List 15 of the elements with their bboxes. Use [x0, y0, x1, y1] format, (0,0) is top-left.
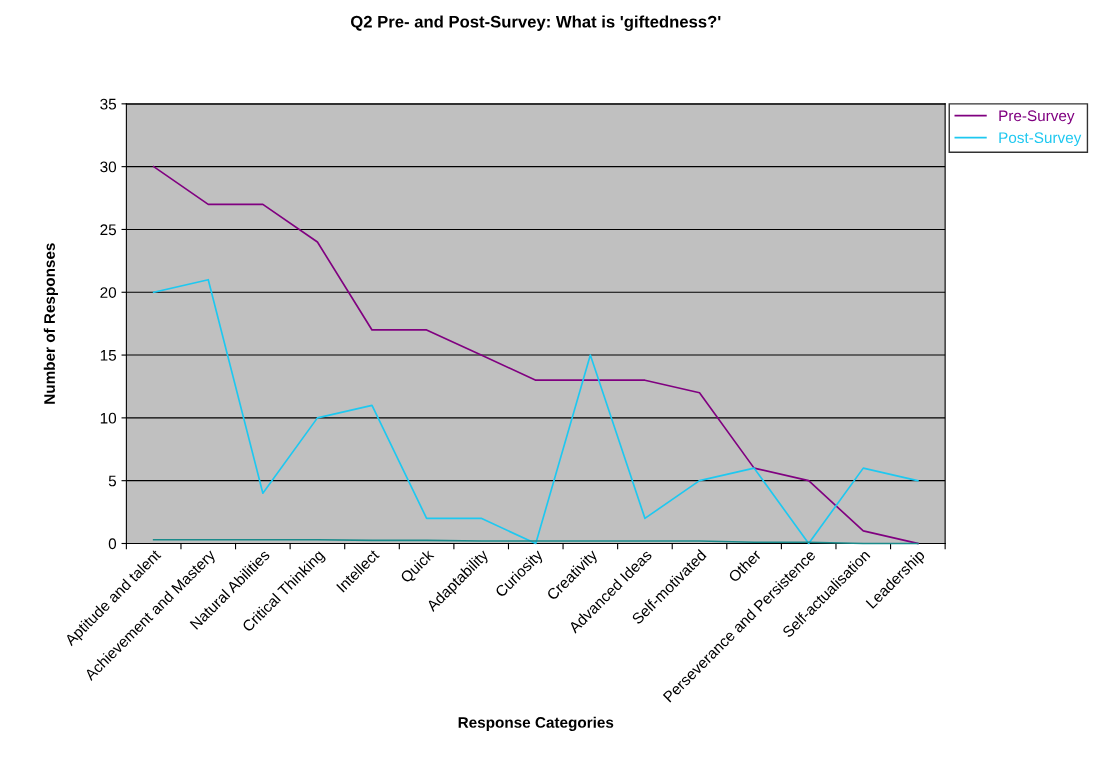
legend-label: Post-Survey [999, 132, 1082, 147]
y-tick-label: 25 [100, 224, 117, 236]
chart-title: Q2 Pre- and Post-Survey: What is 'giftedness?' [350, 15, 721, 31]
y-tick-label: 35 [100, 98, 117, 110]
y-tick-label: 5 [108, 475, 117, 487]
legend-label: Pre-Survey [999, 110, 1075, 125]
x-axis-title: Response Categories [458, 716, 614, 731]
y-tick-label: 15 [100, 350, 117, 361]
y-tick-label: 10 [100, 412, 117, 424]
y-tick-label: 30 [100, 161, 117, 173]
line-series [152, 165, 919, 545]
y-tick-label: 0 [108, 538, 117, 550]
y-axis-title: Number of Responses [43, 243, 58, 404]
line-series [152, 278, 919, 545]
y-tick-label: 20 [100, 287, 117, 298]
